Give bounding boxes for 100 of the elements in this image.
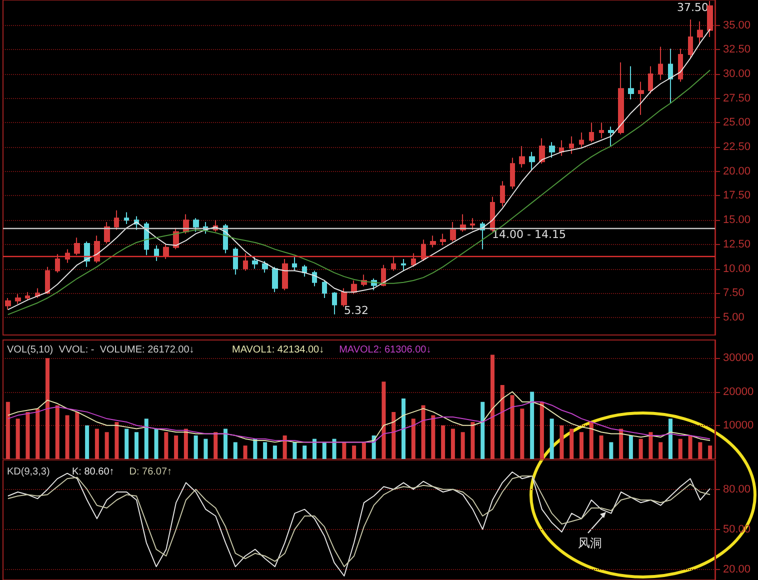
bar — [85, 425, 90, 459]
bar — [460, 432, 465, 459]
y-tick-label: 12.50 — [723, 238, 751, 250]
candlestick — [124, 212, 129, 224]
candlestick — [549, 142, 555, 158]
bar — [194, 435, 198, 459]
candlestick — [450, 222, 456, 242]
chart-title: VOL(5,10) VVOL: - VOLUME: 26172.00↓ — [7, 344, 194, 356]
bar — [134, 432, 138, 459]
candlestick — [104, 222, 110, 244]
bar — [500, 385, 504, 459]
y-tick-label: 35.00 — [723, 19, 751, 32]
bar — [282, 435, 287, 459]
bar — [530, 392, 534, 459]
bar — [114, 422, 119, 459]
y-tick-label: 22.50 — [723, 141, 751, 154]
candlestick — [658, 46, 663, 80]
bar — [362, 442, 366, 459]
bar — [144, 418, 148, 459]
candlestick — [510, 157, 515, 190]
bar — [302, 446, 307, 459]
text: MAVOL2: 61306.00↓ — [339, 344, 432, 356]
candlestick — [302, 264, 307, 278]
bar — [589, 422, 594, 459]
annotation: 5.32 — [344, 304, 368, 317]
bar — [253, 438, 258, 459]
bar — [520, 408, 524, 459]
candlestick — [589, 122, 594, 143]
bar — [450, 428, 455, 459]
text: MAVOL1: 42134.00↓ — [232, 344, 324, 356]
candlestick — [618, 62, 624, 135]
bar — [26, 412, 30, 459]
candlestick — [282, 258, 288, 291]
bar — [421, 405, 426, 459]
y-tick-label: 20.00 — [723, 165, 751, 178]
bar — [204, 438, 208, 459]
candlestick — [223, 223, 228, 254]
annotation: 风洞 — [578, 536, 602, 550]
candlestick — [599, 122, 604, 139]
bar — [55, 405, 60, 459]
y-tick-label: 10.00 — [723, 262, 751, 275]
candlestick — [15, 294, 21, 304]
candlestick — [332, 292, 337, 315]
bar — [233, 442, 238, 459]
candlestick — [440, 233, 446, 246]
y-tick-label: 27.50 — [723, 92, 751, 104]
bar — [431, 415, 436, 459]
candlestick — [252, 256, 258, 270]
bar — [94, 428, 99, 459]
y-tick-label: 15.00 — [723, 214, 751, 226]
y-tick-label: 30.00 — [723, 68, 751, 80]
bar — [668, 418, 672, 459]
y-tick-label: 5.00 — [723, 311, 744, 324]
bar — [342, 442, 346, 459]
bar — [480, 402, 485, 459]
candlestick — [500, 180, 505, 207]
candlestick — [697, 20, 703, 46]
bar — [570, 428, 574, 459]
candlestick — [401, 258, 406, 272]
candlestick — [154, 244, 159, 262]
series-label: D: 76.07↑ — [129, 466, 172, 478]
bar — [272, 446, 277, 459]
bar — [46, 358, 50, 459]
y-tick-label: 25.00 — [723, 116, 751, 129]
y-tick-label: 7.50 — [723, 287, 744, 300]
candlestick — [430, 235, 436, 248]
bar — [619, 428, 624, 459]
y-tick-label: 17.50 — [723, 190, 751, 202]
bar — [550, 418, 554, 459]
bar — [224, 428, 228, 459]
bar — [441, 425, 446, 459]
y-tick-label: 20000 — [723, 386, 754, 398]
bar — [214, 432, 218, 459]
candlestick — [648, 66, 653, 94]
candlestick — [628, 66, 634, 100]
candlestick — [707, 0, 713, 38]
bar — [698, 442, 702, 459]
candlestick — [322, 280, 327, 298]
line-series — [7, 70, 711, 316]
bar — [124, 428, 129, 459]
candlestick — [233, 246, 238, 276]
bar — [322, 442, 326, 459]
bar — [628, 435, 633, 459]
candlestick — [688, 18, 693, 59]
candlestick — [341, 288, 347, 308]
bar — [688, 435, 692, 459]
bar — [65, 415, 70, 459]
candlestick — [608, 126, 614, 147]
candlestick — [193, 218, 199, 232]
candlestick — [668, 48, 673, 104]
bar — [540, 402, 544, 459]
bar — [292, 442, 297, 459]
y-tick-label: 32.50 — [723, 44, 751, 56]
bar — [638, 438, 643, 459]
line-series — [7, 401, 711, 443]
bar — [392, 412, 396, 459]
candlestick — [638, 81, 644, 116]
bar — [243, 446, 248, 459]
bar — [560, 425, 564, 459]
candlestick — [579, 132, 584, 149]
